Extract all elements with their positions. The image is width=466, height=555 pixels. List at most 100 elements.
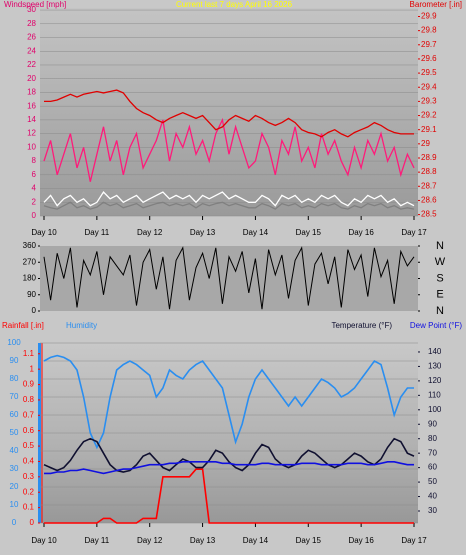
y2-tick-label: 90 bbox=[428, 419, 437, 428]
y-tick-label: 2 bbox=[32, 197, 37, 206]
series-line bbox=[44, 468, 414, 524]
y2-tick-label: 28.7 bbox=[421, 181, 437, 190]
x-tick-label: Day 16 bbox=[348, 228, 374, 237]
axis-line bbox=[38, 343, 41, 523]
y2-tick-label: 120 bbox=[428, 376, 442, 385]
y-tick-label: 360 bbox=[23, 241, 37, 250]
y2-tick-label: W bbox=[435, 256, 446, 268]
series-line bbox=[43, 201, 415, 210]
y-tick-label: 8 bbox=[32, 156, 37, 165]
x-tick-label: Day 13 bbox=[190, 228, 216, 237]
y3-tick-label: 0.6 bbox=[23, 426, 35, 435]
y3-tick-label: 0.9 bbox=[23, 380, 35, 389]
y-tick-label: 80 bbox=[10, 374, 19, 383]
y-tick-label: 24 bbox=[27, 46, 36, 55]
x-tick-label: Day 14 bbox=[243, 536, 269, 545]
y2-tick-label: 50 bbox=[428, 477, 437, 486]
y-tick-label: 20 bbox=[10, 482, 19, 491]
y-tick-label: 30 bbox=[27, 5, 36, 14]
y2-tick-label: 40 bbox=[428, 492, 437, 501]
x-tick-label: Day 11 bbox=[84, 536, 109, 545]
y-tick-label: 28 bbox=[27, 19, 36, 28]
x-tick-label: Day 14 bbox=[243, 228, 269, 237]
y3-tick-label: 0.8 bbox=[23, 395, 35, 404]
series-line bbox=[43, 117, 415, 182]
y-tick-label: 18 bbox=[27, 88, 36, 97]
y3-tick-label: 0.1 bbox=[23, 503, 35, 512]
y2-tick-label: 80 bbox=[428, 434, 437, 443]
y2-tick-label: 29.6 bbox=[421, 54, 437, 63]
y2-tick-label: 28.9 bbox=[421, 153, 437, 162]
y-tick-label: 22 bbox=[27, 60, 36, 69]
y-tick-label: 4 bbox=[32, 184, 37, 193]
y2-tick-label: 28.5 bbox=[421, 210, 437, 219]
y2-tick-label: 60 bbox=[428, 463, 437, 472]
y3-tick-label: 0.2 bbox=[23, 487, 35, 496]
y-tick-label: 70 bbox=[10, 392, 19, 401]
y3-tick-label: 0.7 bbox=[23, 410, 35, 419]
y2-tick-label: 29.7 bbox=[421, 40, 437, 49]
series-label: Rainfall [.in] bbox=[2, 321, 44, 330]
y2-tick-label: 29.3 bbox=[421, 96, 437, 105]
x-tick-label: Day 12 bbox=[137, 228, 163, 237]
x-tick-label: Day 15 bbox=[296, 228, 322, 237]
y-tick-label: 0 bbox=[12, 518, 17, 527]
y-tick-label: 50 bbox=[10, 428, 19, 437]
y2-tick-label: 29.8 bbox=[421, 26, 437, 35]
y-tick-label: 26 bbox=[27, 33, 36, 42]
x-tick-label: Day 17 bbox=[401, 228, 427, 237]
y-tick-label: 90 bbox=[27, 290, 36, 299]
y-tick-label: 14 bbox=[27, 115, 36, 124]
y-tick-label: 10 bbox=[27, 142, 36, 151]
y-tick-label: 90 bbox=[10, 356, 19, 365]
x-tick-label: Day 11 bbox=[84, 228, 109, 237]
y-tick-label: 0 bbox=[32, 306, 37, 315]
y2-tick-label: 130 bbox=[428, 362, 442, 371]
y2-tick-label: S bbox=[436, 272, 443, 284]
x-tick-label: Day 17 bbox=[401, 536, 427, 545]
y-axis-label: Windspeed [mph] bbox=[4, 0, 66, 9]
series-label: Dew Point (°F) bbox=[410, 321, 462, 330]
y2-tick-label: N bbox=[436, 240, 444, 252]
y-tick-label: 12 bbox=[27, 129, 36, 138]
x-tick-label: Day 12 bbox=[137, 536, 163, 545]
y2-tick-label: 110 bbox=[428, 390, 441, 399]
y2-axis-label: Barometer [.in] bbox=[410, 0, 462, 9]
y-tick-label: 40 bbox=[10, 446, 19, 455]
y-tick-label: 30 bbox=[10, 464, 19, 473]
series-line bbox=[43, 246, 415, 310]
x-tick-label: Day 13 bbox=[190, 536, 216, 545]
y2-tick-label: 29.4 bbox=[421, 82, 437, 91]
x-tick-label: Day 15 bbox=[296, 536, 322, 545]
y-tick-label: 6 bbox=[32, 170, 37, 179]
y2-tick-label: 29.9 bbox=[421, 12, 437, 21]
y2-tick-label: 28.6 bbox=[421, 196, 437, 205]
series-label: Humidity bbox=[66, 321, 97, 330]
y2-tick-label: 29.2 bbox=[421, 111, 437, 120]
y-tick-label: 20 bbox=[27, 74, 36, 83]
y2-tick-label: E bbox=[436, 289, 443, 301]
y-tick-label: 16 bbox=[27, 101, 36, 110]
y-tick-label: 10 bbox=[10, 500, 19, 509]
y2-tick-label: 100 bbox=[428, 405, 442, 414]
series-line bbox=[44, 461, 414, 475]
y-tick-label: 180 bbox=[23, 274, 37, 283]
y2-tick-label: 29 bbox=[421, 139, 430, 148]
chart-title: Current last 7 days April 16 2026 bbox=[176, 0, 293, 9]
y3-tick-label: 0.3 bbox=[23, 472, 35, 481]
y-tick-label: 100 bbox=[7, 338, 21, 347]
y2-tick-label: 28.8 bbox=[421, 167, 437, 176]
y3-tick-label: 1.1 bbox=[23, 349, 35, 358]
plot-area bbox=[40, 8, 418, 216]
y2-tick-label: 140 bbox=[428, 347, 442, 356]
y3-tick-label: 0.5 bbox=[23, 441, 35, 450]
y3-tick-label: 0 bbox=[30, 518, 35, 527]
y-tick-label: 0 bbox=[32, 211, 37, 220]
series-line bbox=[43, 437, 415, 473]
x-tick-label: Day 10 bbox=[31, 228, 57, 237]
x-tick-label: Day 16 bbox=[348, 536, 374, 545]
y2-tick-label: 29.5 bbox=[421, 68, 437, 77]
y2-tick-label: 70 bbox=[428, 448, 437, 457]
y3-tick-label: 0.4 bbox=[23, 457, 35, 466]
